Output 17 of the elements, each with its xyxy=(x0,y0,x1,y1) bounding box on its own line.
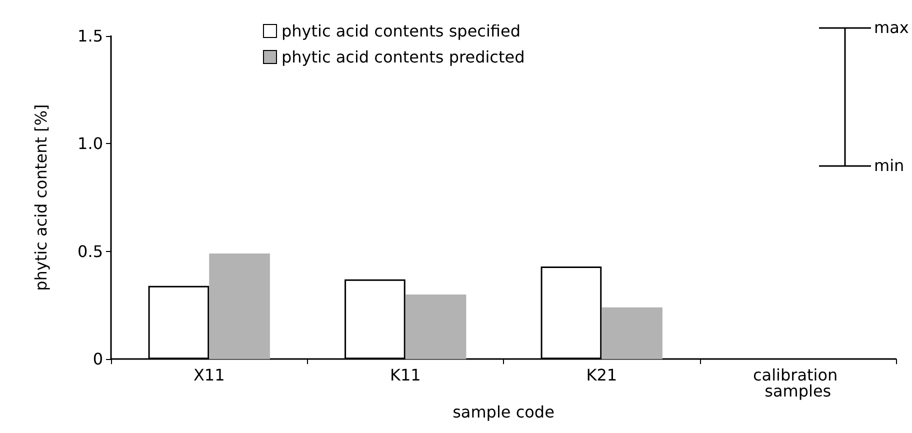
bar xyxy=(209,254,270,360)
bar xyxy=(602,307,662,360)
y-tick-label: 0 xyxy=(92,350,103,369)
y-tick-label: 1.0 xyxy=(78,134,103,154)
x-tick-label: X11 xyxy=(193,366,225,385)
legend-label: phytic acid contents predicted xyxy=(282,48,525,66)
x-axis-title: sample code xyxy=(452,402,554,422)
annotation: min xyxy=(874,156,904,175)
x-tick-label: K21 xyxy=(586,366,618,385)
y-tick-label: 1.5 xyxy=(78,26,103,46)
x-tick-label: calibration samples xyxy=(752,366,843,401)
annotation: max xyxy=(874,18,909,37)
bar xyxy=(405,294,466,360)
y-axis-title: phytic acid content [%] xyxy=(32,104,50,291)
x-tick-label: K11 xyxy=(390,366,421,385)
y-tick-label: 0.5 xyxy=(78,242,103,261)
legend-label: phytic acid contents specified xyxy=(282,22,520,40)
